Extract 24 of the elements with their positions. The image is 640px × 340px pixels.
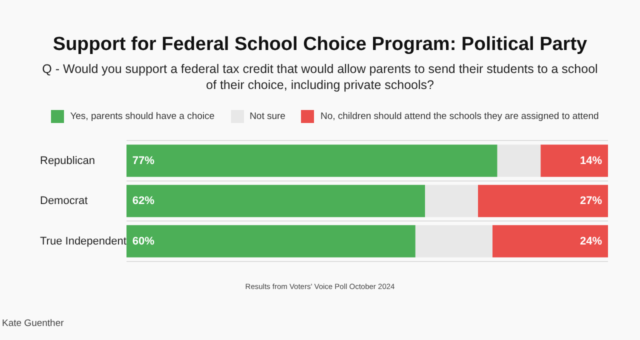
bar [497,144,541,177]
data-label: 60% [132,235,155,248]
bar [425,184,478,218]
data-label: 14% [580,154,602,167]
y-tick-label: Republican [40,154,96,167]
y-tick-label: Democrat [40,195,88,208]
bar [478,184,608,218]
data-label: 62% [132,195,155,208]
bar [126,225,416,258]
bar [540,144,608,177]
bar [492,225,608,258]
legend-label: Yes, parents should have a choice [69,110,215,123]
bar [126,184,426,218]
bar [415,225,492,258]
data-label: 24% [580,235,602,248]
data-label: 27% [580,195,602,208]
bar [126,144,498,177]
legend-label: Not sure [248,110,286,123]
data-label: 77% [132,154,155,167]
chart-subtitle: Q - Would you support a federal tax credit that would allow parents to send their students to a school of their choice, including private schools? [41,61,599,93]
chart-title: Support for Federal School Choice Program: Political Party [52,34,588,56]
y-tick-label: True Independent [40,235,126,248]
text: Kate Guenther [2,318,64,329]
legend-label: No, children should attend the schools they are assigned to attend [319,110,599,123]
